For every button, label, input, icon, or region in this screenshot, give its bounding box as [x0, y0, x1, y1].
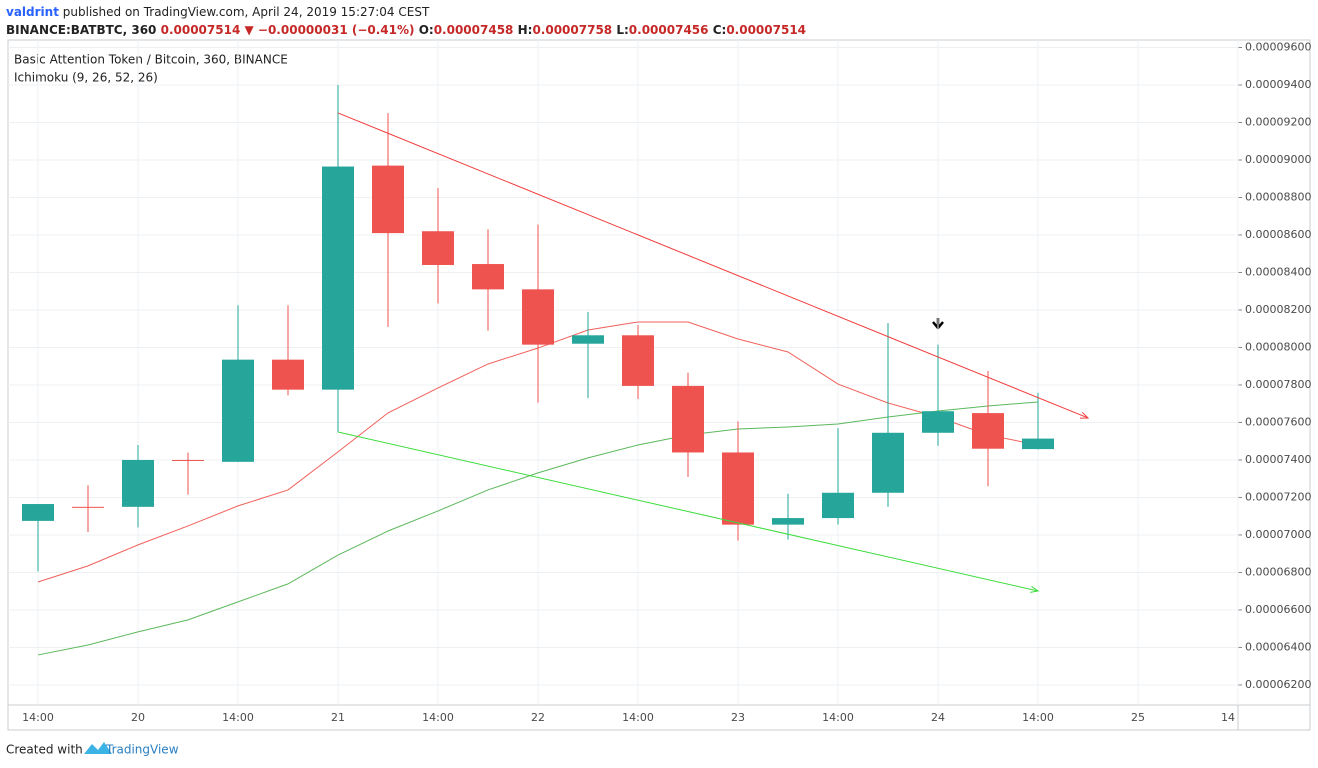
ohlc-value: 0.00007514 — [726, 23, 806, 37]
candle-body — [522, 289, 554, 345]
footer-text: Created with — [6, 743, 83, 757]
y-tick-label: 0.00007000 — [1245, 528, 1311, 541]
candle-body — [822, 492, 854, 519]
ohlc-label: H: — [518, 23, 533, 37]
x-tick-label: 14:00 — [822, 711, 854, 724]
candle-body — [122, 459, 154, 507]
x-tick-label: 21 — [331, 711, 345, 724]
ohlc-label: O: — [419, 23, 434, 37]
candle-body — [422, 231, 454, 265]
y-tick-label: 0.00008600 — [1245, 228, 1311, 241]
x-tick-label: 14:00 — [622, 711, 654, 724]
y-tick-label: 0.00009400 — [1245, 78, 1311, 91]
y-tick-label: 0.00007200 — [1245, 490, 1311, 503]
trend-line — [337, 431, 1039, 592]
x-tick-label: 20 — [131, 711, 145, 724]
user[interactable]: valdrint — [6, 5, 59, 19]
y-tick-label: 0.00006600 — [1245, 603, 1311, 616]
y-tick-label: 0.00007800 — [1245, 378, 1311, 391]
y-tick-label: 0.00009600 — [1245, 40, 1311, 53]
y-tick-label: 0.00008000 — [1245, 340, 1311, 353]
y-tick-label: 0.00008400 — [1245, 265, 1311, 278]
published: published on TradingView.com, April 24, … — [63, 5, 430, 19]
candle-body — [572, 335, 604, 344]
header-line: valdrint published on TradingView.com, A… — [6, 5, 430, 19]
candle-body — [272, 359, 304, 390]
candle-body — [222, 359, 254, 462]
x-tick-label: 14:00 — [1022, 711, 1054, 724]
ohlc-value: 0.00007758 — [532, 23, 612, 37]
x-tick-label: 22 — [531, 711, 545, 724]
candle-body — [772, 518, 804, 525]
x-tick-label: 14:00 — [422, 711, 454, 724]
footer-brand[interactable]: TradingView — [105, 743, 179, 757]
indicator-label: Ichimoku (9, 26, 52, 26) — [14, 71, 158, 85]
symbol-line: BINANCE:BATBTC, 360 0.00007514 ▼ −0.0000… — [6, 23, 806, 37]
symbol: BINANCE:BATBTC, 360 — [6, 23, 156, 37]
candle-body — [372, 165, 404, 234]
y-tick-label: 0.00008800 — [1245, 190, 1311, 203]
candle-body — [722, 452, 754, 525]
ohlc-value: 0.00007458 — [434, 23, 514, 37]
candle-body — [622, 335, 654, 386]
chart-title: Basic Attention Token / Bitcoin, 360, BI… — [14, 53, 288, 67]
ohlc-value: 0.00007456 — [629, 23, 709, 37]
trend-arrow — [1030, 585, 1040, 593]
trend-line — [337, 112, 1089, 419]
ichimoku-line — [37, 401, 1039, 656]
candle-body — [922, 411, 954, 433]
y-tick-label: 0.00007600 — [1245, 415, 1311, 428]
x-tick-label: 14 — [1221, 711, 1235, 724]
y-tick-label: 0.00006400 — [1245, 640, 1311, 653]
logo — [84, 742, 112, 754]
x-tick-label: 23 — [731, 711, 745, 724]
x-tick-label: 14:00 — [22, 711, 54, 724]
ohlc-label: L: — [616, 23, 628, 37]
trend-arrow — [1079, 411, 1090, 419]
x-tick-label: 14:00 — [222, 711, 254, 724]
change: ▼ −0.00000031 (−0.41%) — [245, 23, 415, 37]
last-price: 0.00007514 — [161, 23, 241, 37]
ohlc-label: C: — [713, 23, 727, 37]
y-tick-label: 0.00009000 — [1245, 153, 1311, 166]
x-tick-label: 24 — [931, 711, 945, 724]
x-tick-label: 25 — [1131, 711, 1145, 724]
candle-body — [172, 459, 204, 461]
candle-body — [1022, 438, 1054, 450]
y-tick-label: 0.00007400 — [1245, 453, 1311, 466]
candle-body — [972, 413, 1004, 449]
y-tick-label: 0.00006200 — [1245, 678, 1311, 691]
y-tick-label: 0.00008200 — [1245, 303, 1311, 316]
y-tick-label: 0.00006800 — [1245, 565, 1311, 578]
candle-body — [22, 504, 54, 521]
candle-body — [322, 166, 354, 390]
candle-body — [872, 432, 904, 493]
candle-body — [672, 385, 704, 453]
y-tick-label: 0.00009200 — [1245, 115, 1311, 128]
candle-body — [72, 506, 104, 508]
candle-body — [472, 264, 504, 290]
